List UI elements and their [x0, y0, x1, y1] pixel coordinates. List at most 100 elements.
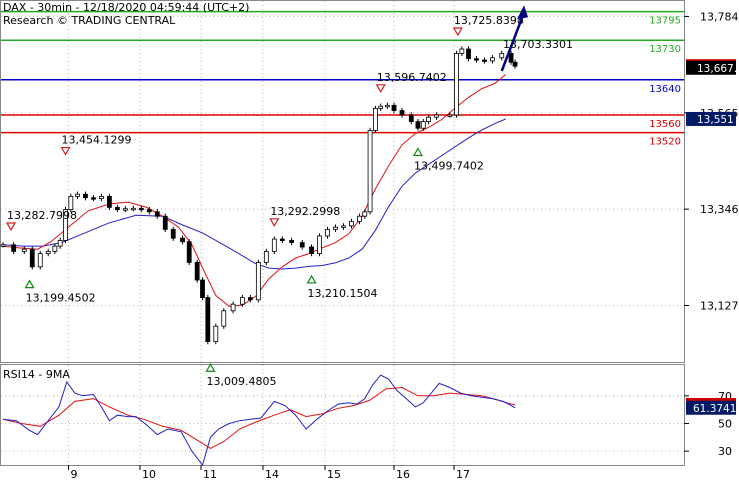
candle-body [255, 261, 261, 301]
candle-body [130, 207, 136, 211]
x-tick-label: 9 [71, 468, 78, 480]
candle-body [512, 61, 518, 67]
candle-body [107, 195, 112, 208]
pivot-low-marker [205, 363, 216, 372]
candle-body [508, 53, 514, 63]
candle-body [317, 235, 322, 255]
pivot-high-marker [375, 84, 386, 94]
candle-body [230, 303, 236, 312]
candle-body [378, 105, 384, 109]
candle-body [63, 209, 68, 241]
candle-body [499, 53, 505, 59]
annotation-label: 13,454.1299 [62, 134, 132, 147]
level-label: 13730 [649, 44, 681, 55]
candle-body [426, 116, 432, 122]
candle-body [399, 110, 405, 116]
pivot-low-marker [412, 147, 423, 157]
candle-body [289, 239, 295, 243]
candle-body [474, 58, 479, 61]
pivot-high-marker [5, 222, 17, 232]
rsi-tick-label: 50 [718, 417, 732, 430]
rsi-line [2, 374, 516, 467]
level-label: 13560 [649, 119, 681, 130]
candle-body [68, 195, 74, 210]
candle-body [384, 104, 390, 108]
candle-body [221, 310, 227, 327]
forecast-arrow-shaft [500, 14, 525, 72]
candle-body [459, 48, 465, 54]
candle-body [325, 228, 330, 237]
price-pane-frame [0, 0, 685, 363]
candle-body [0, 244, 6, 247]
candle-body [146, 209, 152, 213]
pivot-high-marker [452, 27, 463, 37]
annotation-label: 13,596.7402 [377, 71, 447, 84]
candle-body [99, 195, 104, 199]
y-tick-label: 13,346 [700, 203, 739, 216]
pivot-low-marker [306, 274, 317, 284]
candle-body [349, 221, 354, 227]
price-box [686, 111, 736, 126]
candle-body [83, 193, 88, 199]
level-label: 13640 [649, 84, 681, 95]
candle-body [408, 114, 414, 122]
candle-body [29, 248, 35, 268]
ma-slow-line [2, 118, 506, 270]
rsi-title: RSI14 - 9MA [3, 368, 70, 381]
candle-body [205, 297, 211, 343]
candle-body [154, 211, 160, 217]
x-tick-label: 10 [142, 468, 156, 480]
annotation-label: 13,282.7998 [7, 209, 77, 222]
candle-body [367, 129, 373, 213]
annotation-label: 13,199.4502 [26, 292, 96, 305]
candle-body [447, 114, 453, 117]
x-tick-label: 15 [327, 468, 341, 480]
candle-body [45, 250, 51, 254]
rsi-tick-label: 30 [718, 445, 732, 458]
candle-body [279, 238, 285, 241]
annotation-label: 13,292.2998 [270, 205, 340, 218]
rsi-value-label: 61.3741 [693, 403, 736, 415]
x-tick-label: 11 [203, 468, 217, 480]
annotation-label: 13,703.3301 [503, 38, 573, 51]
candle-body [391, 104, 397, 111]
candle-body [434, 114, 439, 118]
x-tick-label: 14 [265, 468, 279, 480]
chart-subtitle: Research © TRADING CENTRAL [3, 14, 176, 27]
candle-body [247, 297, 253, 301]
candle-body [114, 206, 120, 210]
candle-body [309, 246, 314, 254]
candle-body [482, 59, 487, 62]
pivot-high-marker [269, 218, 280, 227]
candle-body [341, 225, 346, 228]
candle-body [372, 108, 378, 131]
candle-body [466, 48, 471, 60]
pivot-low-marker [24, 279, 35, 289]
candle-body [122, 208, 128, 211]
price-box [686, 60, 736, 75]
candle-body [37, 253, 43, 268]
y-tick-label: 13,784 [700, 10, 739, 23]
candle-body [75, 193, 80, 197]
candle-body [333, 226, 338, 230]
ma-fast-line [2, 74, 507, 307]
candle-body [420, 121, 426, 129]
candle-body [415, 121, 421, 129]
candle-body [362, 211, 368, 217]
candle-body [91, 197, 96, 200]
rsi-value-box [686, 400, 736, 415]
y-tick-label: 13,127 [700, 300, 739, 313]
candle-body [21, 248, 27, 252]
candle-body [357, 215, 362, 222]
annotation-label: 13,009.4805 [206, 375, 276, 388]
chart-title: DAX - 30min - 12/18/2020 04:59:44 (UTC+2… [3, 1, 250, 14]
candle-body [186, 241, 192, 263]
price-box-label: 13,667.3 [697, 63, 739, 75]
x-tick-label: 17 [456, 468, 470, 480]
candle-body [194, 261, 200, 281]
candle-body [52, 245, 58, 252]
candle-body [263, 250, 269, 263]
candle-body [138, 207, 144, 211]
candle-body [57, 239, 63, 247]
